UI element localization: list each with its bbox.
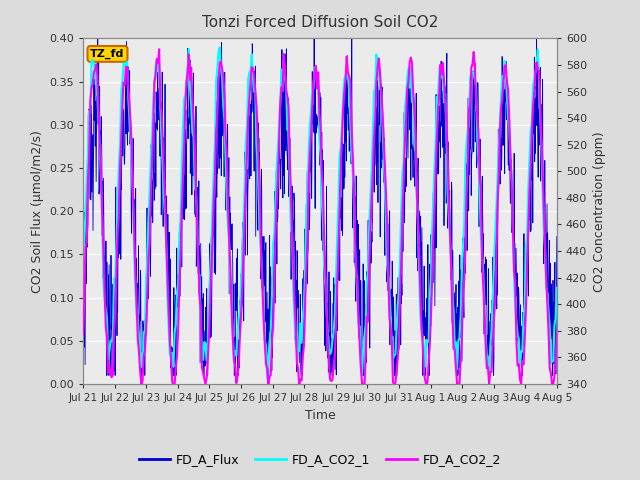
Y-axis label: CO2 Soil Flux (μmol/m2/s): CO2 Soil Flux (μmol/m2/s)	[31, 130, 44, 293]
Title: Tonzi Forced Diffusion Soil CO2: Tonzi Forced Diffusion Soil CO2	[202, 15, 438, 30]
Text: TZ_fd: TZ_fd	[90, 49, 125, 59]
Y-axis label: CO2 Concentration (ppm): CO2 Concentration (ppm)	[593, 131, 605, 291]
X-axis label: Time: Time	[305, 408, 335, 421]
Legend: FD_A_Flux, FD_A_CO2_1, FD_A_CO2_2: FD_A_Flux, FD_A_CO2_1, FD_A_CO2_2	[134, 448, 506, 471]
